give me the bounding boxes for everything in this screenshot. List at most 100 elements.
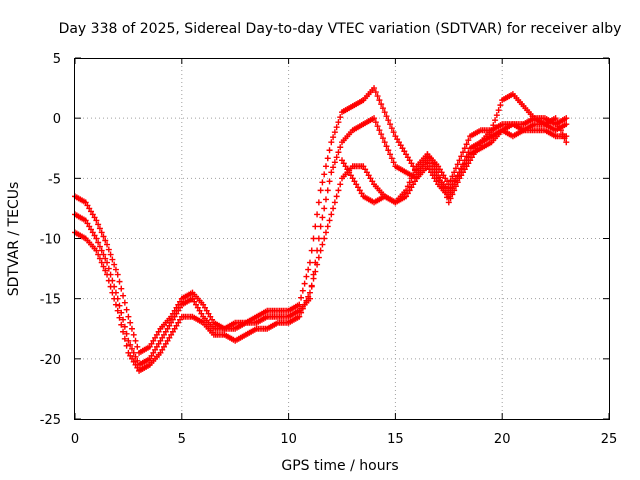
- data-point: [406, 179, 413, 186]
- data-point: [100, 263, 107, 270]
- y-axis-label: SDTVAR / TECUs: [6, 182, 22, 297]
- data-point: [159, 346, 166, 353]
- x-tick-label: 5: [178, 432, 186, 447]
- data-point: [340, 160, 347, 167]
- data-point: [324, 155, 331, 162]
- data-point: [404, 190, 411, 197]
- data-point: [93, 217, 100, 224]
- data-point: [120, 316, 127, 323]
- data-point: [333, 193, 340, 200]
- data-point: [492, 117, 499, 124]
- data-point: [467, 157, 474, 164]
- data-point: [330, 164, 337, 171]
- data-point: [107, 283, 114, 290]
- data-point: [148, 352, 155, 359]
- data-point: [465, 160, 472, 167]
- data-point: [96, 243, 103, 250]
- data-point: [109, 256, 116, 263]
- data-point: [296, 313, 303, 320]
- data-point: [557, 127, 564, 134]
- data-point: [107, 251, 114, 258]
- data-point: [460, 149, 467, 156]
- x-tick-label: 15: [387, 432, 404, 447]
- data-point: [378, 101, 385, 108]
- data-point: [191, 298, 198, 305]
- data-point: [381, 109, 388, 116]
- data-point: [388, 155, 395, 162]
- data-point: [452, 183, 459, 190]
- data-point: [346, 169, 353, 176]
- y-tick-label: -5: [48, 172, 61, 187]
- data-point: [104, 271, 111, 278]
- data-point: [460, 169, 467, 176]
- data-point: [445, 199, 452, 206]
- data-point: [175, 307, 182, 314]
- data-point: [157, 337, 164, 344]
- data-point: [305, 266, 312, 273]
- data-point: [456, 175, 463, 182]
- data-point: [426, 154, 433, 161]
- data-point: [403, 151, 410, 158]
- data-point: [363, 169, 370, 176]
- data-point: [330, 205, 337, 212]
- series-sat-c: [72, 127, 570, 374]
- data-point: [431, 175, 438, 182]
- data-point: [403, 193, 410, 200]
- data-point: [394, 136, 401, 143]
- data-point: [88, 208, 95, 215]
- series-sat-b: [72, 115, 570, 368]
- data-point: [100, 251, 107, 258]
- data-point: [301, 301, 308, 308]
- data-point: [314, 261, 321, 268]
- data-point: [378, 131, 385, 138]
- data-point: [429, 160, 436, 167]
- data-point: [552, 115, 559, 122]
- data-point: [435, 169, 442, 176]
- grid-lines: [75, 58, 609, 419]
- data-point: [356, 187, 363, 194]
- data-point: [470, 151, 477, 158]
- data-point: [397, 142, 404, 149]
- data-point: [153, 331, 160, 338]
- data-point: [303, 297, 310, 304]
- y-tick-label: 0: [53, 112, 61, 127]
- data-point: [342, 163, 349, 170]
- data-point: [472, 148, 479, 155]
- data-point: [102, 237, 109, 244]
- data-point: [123, 342, 130, 349]
- data-point: [125, 349, 132, 356]
- data-point: [150, 337, 157, 344]
- data-point: [130, 331, 137, 338]
- data-point: [310, 235, 317, 242]
- data-point: [337, 144, 344, 151]
- data-point: [111, 261, 118, 268]
- data-point: [164, 337, 171, 344]
- data-point: [476, 142, 483, 149]
- data-point: [376, 127, 383, 134]
- data-point: [127, 319, 134, 326]
- data-point: [428, 157, 434, 164]
- data-point: [134, 357, 141, 364]
- data-point: [171, 325, 178, 332]
- data-point: [196, 307, 203, 314]
- data-point: [168, 331, 175, 338]
- data-point: [360, 163, 367, 170]
- data-point: [440, 184, 447, 191]
- data-point: [125, 337, 132, 344]
- data-point: [490, 122, 497, 129]
- data-point: [431, 163, 438, 170]
- data-point: [451, 169, 458, 176]
- data-point: [445, 181, 452, 188]
- data-point: [152, 334, 159, 341]
- data-point: [116, 314, 123, 321]
- data-point: [369, 178, 376, 185]
- data-point: [298, 294, 305, 301]
- data-point: [100, 233, 107, 240]
- data-point: [390, 129, 397, 136]
- data-point: [193, 301, 200, 308]
- data-point: [112, 301, 119, 308]
- data-point: [82, 217, 89, 224]
- data-point: [121, 335, 128, 342]
- data-point: [376, 97, 383, 104]
- data-point: [328, 211, 335, 218]
